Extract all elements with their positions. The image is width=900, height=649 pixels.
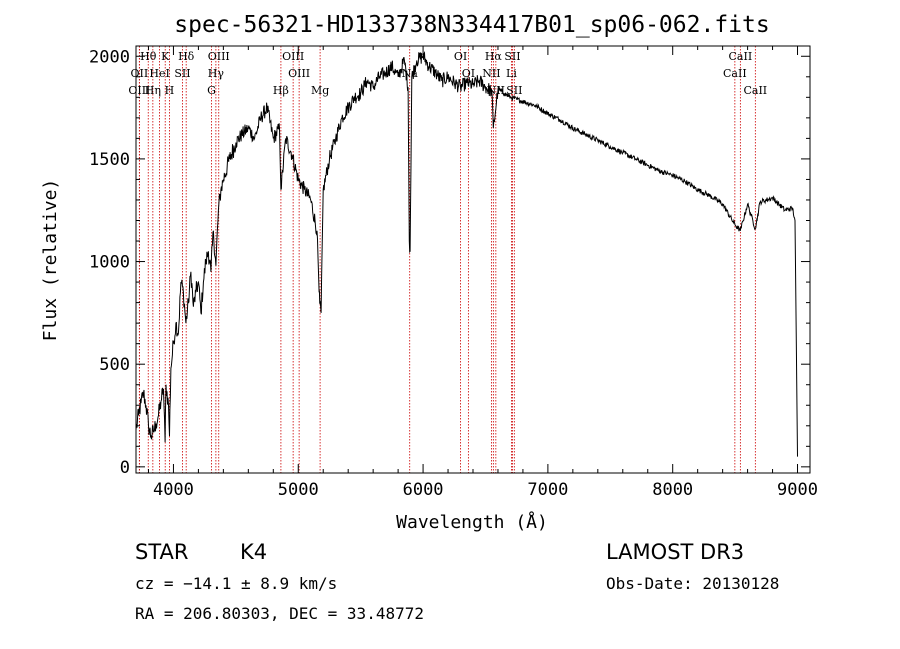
y-tick-label: 0 xyxy=(120,458,130,478)
x-tick-label: 6000 xyxy=(403,480,444,500)
spectral-line-label: H xyxy=(165,84,175,97)
coords-label: RA = 206.80303, DEC = 33.48772 xyxy=(135,604,424,623)
spectral-line-label: OII xyxy=(131,67,149,80)
x-tick-label: 7000 xyxy=(527,480,568,500)
spectral-line-label: OI xyxy=(462,67,475,80)
spectral-line-label: SII xyxy=(504,50,520,63)
spectral-line-label: CaII xyxy=(723,67,747,80)
spectral-line-markers xyxy=(138,46,756,473)
spectral-line-label: SII xyxy=(506,84,522,97)
spectral-line-label: Hγ xyxy=(208,67,225,80)
spectral-line-label: Li xyxy=(506,67,517,80)
spectrum-line xyxy=(135,50,798,457)
spectral-line-label: CaII xyxy=(729,50,753,63)
spectral-line-label: NII xyxy=(482,67,500,80)
spectral-line-label: OIII xyxy=(208,50,230,63)
x-tick-label: 8000 xyxy=(652,480,693,500)
class-label: STAR xyxy=(135,540,189,564)
x-tick-label: 9000 xyxy=(777,480,818,500)
y-tick-label: 1000 xyxy=(89,253,130,273)
survey-label: LAMOST DR3 xyxy=(606,540,745,564)
x-tick-label: 4000 xyxy=(153,480,194,500)
y-axis-ticks: 0 500 1000 1500 2000 xyxy=(89,47,810,478)
obs-date-label: Obs-Date: 20130128 xyxy=(606,574,780,593)
y-tick-label: 2000 xyxy=(89,47,130,67)
spectral-line-label: OI xyxy=(454,50,467,63)
spectral-line-label: Hθ xyxy=(140,50,157,63)
y-axis-label: Flux (relative) xyxy=(40,179,61,342)
spectral-line-label: OIII xyxy=(128,84,150,97)
plot-frame xyxy=(135,45,811,474)
spectral-line-label: Hβ xyxy=(273,84,289,97)
spectral-line-label: Hα xyxy=(485,50,503,63)
x-axis-ticks: 4000 5000 6000 7000 8000 9000 xyxy=(147,46,818,500)
spectral-line-label: OIII xyxy=(288,67,310,80)
y-tick-label: 500 xyxy=(99,355,130,375)
y-tick-label: 1500 xyxy=(89,150,130,170)
chart-title: spec-56321-HD133738N334417B01_sp06-062.f… xyxy=(174,12,769,38)
spectral-line-label: SII xyxy=(174,67,190,80)
x-tick-label: 5000 xyxy=(278,480,319,500)
redshift-label: cz = −14.1 ± 8.9 km/s xyxy=(135,574,338,593)
spectral-line-label: Hδ xyxy=(178,50,195,63)
spectral-line-label: Hη xyxy=(145,84,161,97)
spectral-line-label: Mg xyxy=(311,84,329,97)
spectral-line-label: OIII xyxy=(282,50,304,63)
spectral-line-label: CaII xyxy=(743,84,767,97)
spectral-line-label: G xyxy=(207,84,216,97)
subclass-label: K4 xyxy=(240,540,268,564)
spectral-line-label: K xyxy=(161,50,170,63)
spectral-line-label: HeI xyxy=(149,67,169,80)
x-axis-label: Wavelength (Å) xyxy=(396,511,548,533)
